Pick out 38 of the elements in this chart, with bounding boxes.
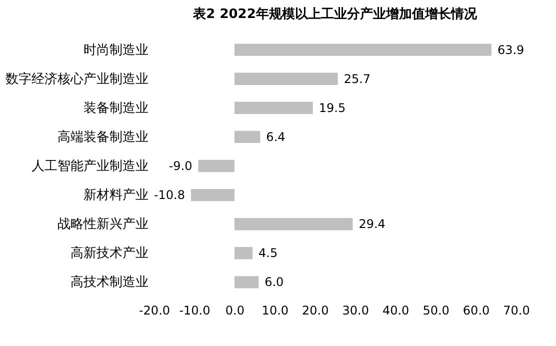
y-tick-label: 高新技术产业 [70, 245, 148, 262]
data-label: 6.4 [266, 130, 286, 144]
bar [234, 44, 492, 56]
bar [198, 160, 234, 172]
x-tick-label: -10.0 [179, 304, 210, 318]
bar [234, 247, 253, 260]
data-label: 19.5 [318, 100, 346, 115]
x-tick-label: 70.0 [503, 304, 530, 318]
data-label: 6.0 [264, 275, 284, 290]
bar [234, 102, 313, 114]
y-tick-label: 战略性新兴产业 [58, 217, 148, 232]
bar [234, 218, 353, 230]
data-label: 63.9 [497, 42, 524, 57]
y-tick-label: 时尚制造业 [84, 42, 148, 58]
x-tick-label: 40.0 [382, 304, 410, 318]
y-tick-label: 装备制造业 [84, 100, 148, 116]
bar [234, 276, 259, 288]
x-tick-label: 30.0 [342, 304, 369, 318]
y-tick-label: 新材料产业 [84, 188, 148, 204]
y-tick-label: 高端装备制造业 [58, 128, 148, 145]
bar [234, 72, 338, 85]
bar [191, 188, 234, 202]
x-tick-label: 60.0 [462, 304, 490, 318]
data-label: 25.7 [344, 72, 371, 86]
x-tick-label: -20.0 [138, 304, 170, 318]
data-label: 4.5 [258, 246, 278, 260]
chart-title: 表2 2022年规模以上工业分产业增加值增长情况 [192, 6, 478, 22]
data-label: -9.0 [168, 159, 192, 173]
x-tick-label: 10.0 [262, 304, 289, 318]
x-tick-label: 0.0 [225, 304, 244, 318]
data-label: 29.4 [358, 217, 386, 232]
bar [234, 130, 260, 144]
data-label: -10.8 [154, 188, 186, 202]
y-tick-label: 人工智能产业制造业 [32, 159, 148, 174]
x-tick-label: 50.0 [422, 304, 450, 318]
y-tick-label: 数字经济核心产业制造业 [6, 70, 148, 87]
y-tick-label: 高技术制造业 [70, 274, 148, 290]
x-tick-label: 20.0 [302, 304, 329, 318]
